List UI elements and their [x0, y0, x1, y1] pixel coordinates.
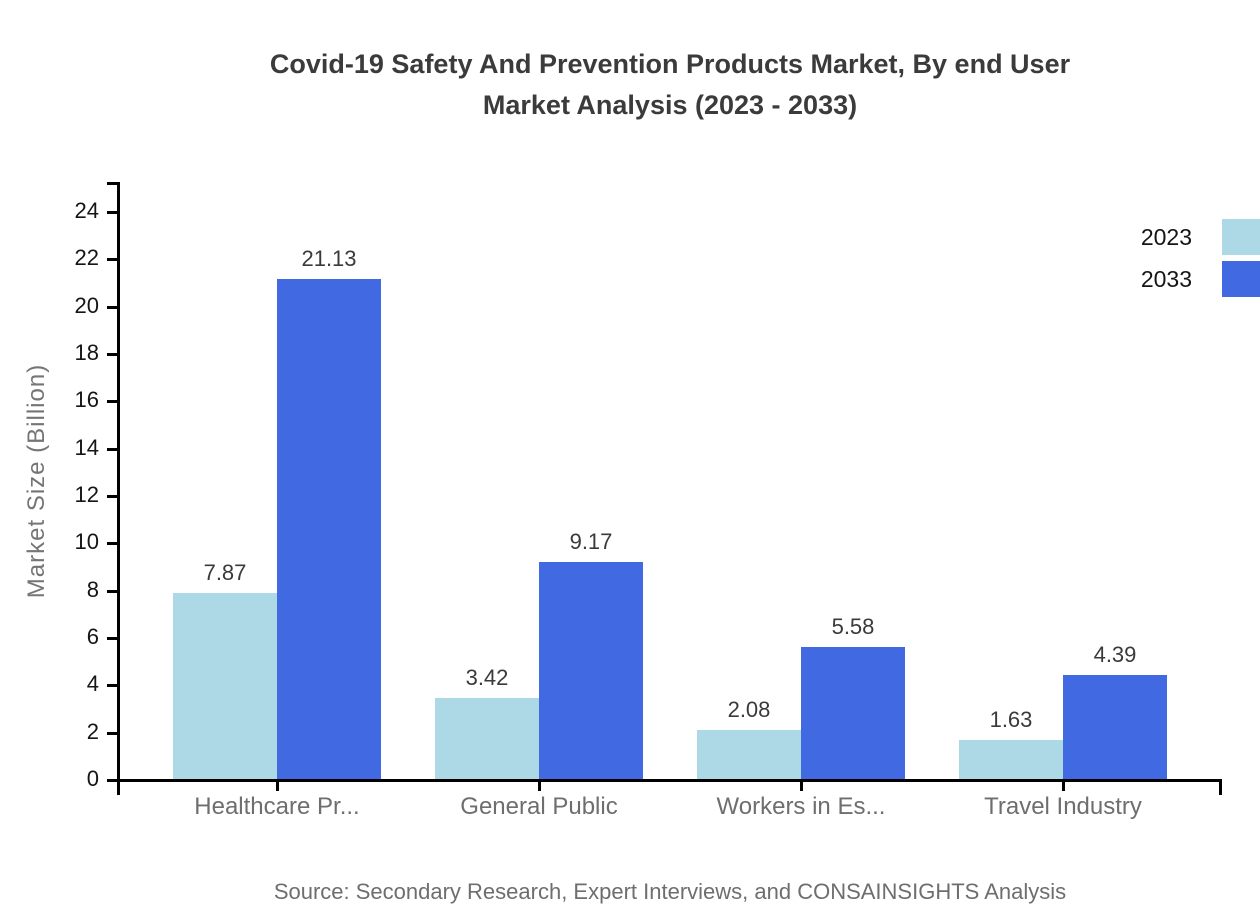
y-axis-tick-label-4: 4 [86, 671, 99, 696]
value-label-2023-workers-in-es: 2.08 [727, 697, 771, 722]
y-axis-tick-label-22: 22 [74, 245, 99, 270]
bar-2023-general-public[interactable] [435, 698, 539, 779]
y-axis-tick-12 [107, 495, 117, 498]
x-axis-label-healthcare-pr: Healthcare Pr... [194, 793, 360, 820]
y-axis-tick-18 [107, 353, 117, 356]
y-axis-tick-24 [107, 211, 117, 214]
value-label-2033-workers-in-es: 5.58 [831, 614, 875, 639]
y-axis-tick-label-0: 0 [86, 766, 99, 791]
bar-2023-healthcare-pr[interactable] [173, 593, 277, 779]
y-axis-tick-label-2: 2 [86, 719, 99, 744]
x-axis-label-workers-in-es: Workers in Es... [716, 793, 886, 820]
value-label-2023-general-public: 3.42 [465, 665, 509, 690]
x-axis-tick-general-public [538, 782, 541, 791]
y-axis-tick-label-16: 16 [74, 387, 99, 412]
y-axis-tick-20 [107, 306, 117, 309]
y-axis-tick-label-18: 18 [74, 340, 99, 365]
legend-label-2023[interactable]: 2023 [1140, 224, 1192, 250]
y-axis-tick-label-10: 10 [74, 529, 99, 554]
x-axis-label-travel-industry: Travel Industry [984, 793, 1142, 820]
chart-title: Covid-19 Safety And Prevention Products … [80, 44, 1260, 126]
y-axis-tick-4 [107, 684, 117, 687]
bar-2033-workers-in-es[interactable] [801, 647, 905, 779]
bar-2033-travel-industry[interactable] [1063, 675, 1167, 779]
source-note: Source: Secondary Research, Expert Inter… [273, 879, 1067, 904]
y-axis-tick-label-12: 12 [74, 482, 99, 507]
x-axis-end-tick [1219, 779, 1222, 795]
y-axis-tick-14 [107, 448, 117, 451]
y-axis-tick-label-8: 8 [86, 577, 99, 602]
y-axis-tick-16 [107, 400, 117, 403]
y-axis-tick-label-6: 6 [86, 624, 99, 649]
legend-label-2033[interactable]: 2033 [1140, 266, 1192, 292]
y-axis-tick-0 [107, 779, 117, 782]
y-axis-tick-10 [107, 542, 117, 545]
x-axis-tick-workers-in-es [800, 782, 803, 791]
bar-2033-general-public[interactable] [539, 562, 643, 779]
y-axis-tick-label-24: 24 [74, 198, 99, 223]
value-label-2033-healthcare-pr: 21.13 [301, 246, 357, 271]
y-axis-tick-label-14: 14 [74, 435, 99, 460]
y-axis-line [117, 182, 120, 795]
y-axis-tick-22 [107, 258, 117, 261]
x-axis-line [117, 779, 1222, 782]
y-axis-tick-6 [107, 637, 117, 640]
value-label-2033-travel-industry: 4.39 [1093, 642, 1137, 667]
chart-title-line2: Market Analysis (2023 - 2033) [482, 90, 858, 120]
y-axis-tick-8 [107, 590, 117, 593]
value-label-2023-healthcare-pr: 7.87 [203, 560, 247, 585]
bar-2033-healthcare-pr[interactable] [277, 279, 381, 779]
legend-swatch-2033[interactable] [1222, 261, 1260, 297]
x-axis-tick-healthcare-pr [276, 782, 279, 791]
value-label-2033-general-public: 9.17 [569, 529, 613, 554]
y-axis-tick-2 [107, 732, 117, 735]
x-axis-label-general-public: General Public [460, 793, 618, 820]
legend-swatch-2023[interactable] [1222, 219, 1260, 255]
bar-2023-travel-industry[interactable] [959, 740, 1063, 779]
y-axis-tick-label-20: 20 [74, 293, 99, 318]
value-label-2023-travel-industry: 1.63 [989, 707, 1033, 732]
x-axis-tick-travel-industry [1062, 782, 1065, 791]
bar-2023-workers-in-es[interactable] [697, 730, 801, 779]
y-axis-end-tick [107, 182, 117, 185]
chart-title-line1: Covid-19 Safety And Prevention Products … [269, 49, 1071, 79]
